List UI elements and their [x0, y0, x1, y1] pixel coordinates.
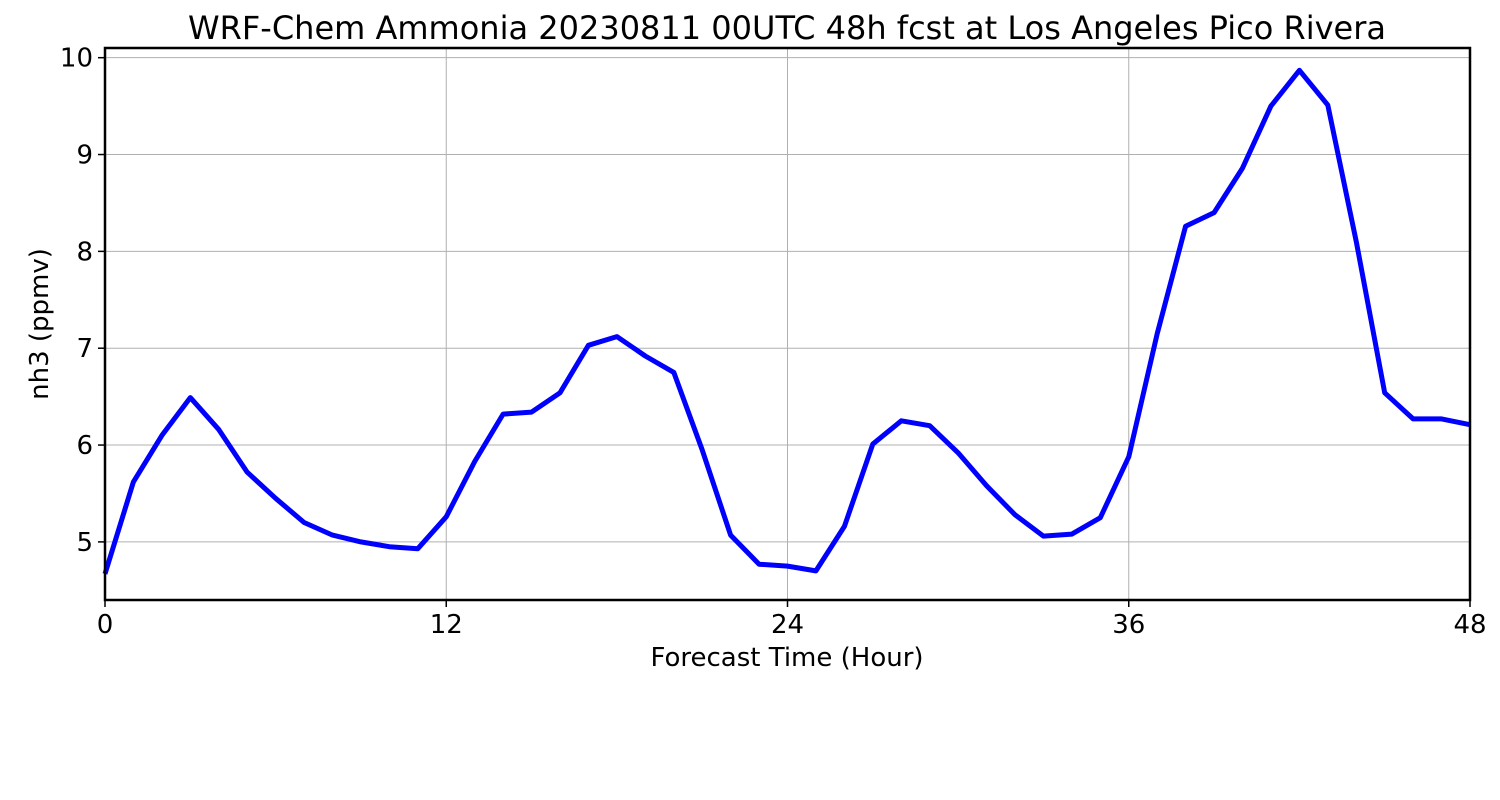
data-point — [246, 471, 248, 473]
x-tick-label: 24 — [771, 610, 804, 640]
data-point — [388, 546, 390, 548]
data-point — [161, 434, 163, 436]
data-point — [189, 397, 191, 399]
data-point — [900, 420, 902, 422]
x-tick-label: 0 — [97, 610, 114, 640]
data-point — [1441, 418, 1443, 420]
data-point — [787, 565, 788, 567]
x-tick-label: 48 — [1453, 610, 1486, 640]
data-point — [502, 413, 504, 415]
ticks: 0 12 24 36 48 5 6 7 8 9 10 — [60, 44, 1487, 640]
data-point — [986, 485, 988, 487]
data-point — [1355, 241, 1357, 243]
data-point — [1099, 517, 1101, 519]
data-point — [1014, 514, 1016, 516]
data-point — [474, 461, 476, 462]
data-point — [1384, 392, 1386, 394]
data-point — [1270, 105, 1272, 107]
data-point — [1156, 333, 1158, 335]
data-point — [417, 548, 419, 550]
data-point — [587, 344, 589, 346]
data-point — [275, 497, 277, 499]
data-point — [1185, 225, 1187, 227]
grid — [104, 48, 1471, 600]
x-tick-label: 12 — [430, 610, 463, 640]
data-point — [360, 541, 362, 543]
y-tick-label: 10 — [60, 44, 93, 74]
data-point — [445, 516, 447, 518]
data-point — [1327, 104, 1329, 106]
data-point — [815, 570, 817, 572]
data-point — [872, 443, 874, 445]
x-tick-label: 36 — [1112, 610, 1145, 640]
data-point — [531, 411, 533, 413]
data-point — [644, 355, 646, 357]
data-point — [957, 452, 959, 454]
y-axis-label: nh3 (ppmv) — [25, 248, 55, 400]
y-tick-label: 7 — [76, 334, 93, 364]
chart-title: WRF-Chem Ammonia 20230811 00UTC 48h fcst… — [188, 9, 1386, 47]
y-tick-label: 6 — [76, 431, 93, 461]
data-point — [303, 522, 305, 523]
data-point — [1412, 418, 1414, 420]
data-point — [132, 481, 134, 483]
data-point — [1298, 69, 1300, 71]
y-tick-label: 9 — [76, 141, 93, 171]
data-point — [1128, 456, 1130, 458]
data-point — [218, 429, 220, 431]
data-point — [701, 449, 703, 451]
data-point — [758, 563, 760, 565]
data-point — [616, 336, 618, 338]
y-tick-label: 8 — [76, 237, 93, 267]
data-point — [730, 534, 732, 536]
data-point — [929, 425, 931, 427]
data-point — [1213, 212, 1215, 214]
y-tick-label: 5 — [76, 528, 93, 558]
data-point — [1242, 167, 1243, 169]
data-point — [1042, 535, 1044, 537]
data-point — [332, 534, 333, 536]
data-point — [1071, 533, 1073, 535]
data-point — [673, 371, 675, 373]
x-axis-label: Forecast Time (Hour) — [650, 643, 923, 673]
data-point — [843, 525, 845, 527]
data-point — [559, 392, 561, 394]
